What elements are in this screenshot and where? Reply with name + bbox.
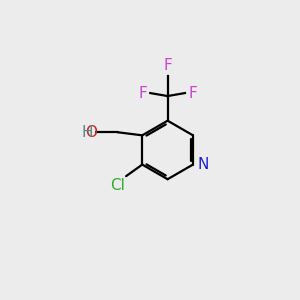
Text: Cl: Cl — [110, 178, 124, 194]
Text: H: H — [81, 125, 93, 140]
Text: F: F — [138, 85, 147, 100]
Text: O: O — [85, 125, 97, 140]
Text: N: N — [198, 157, 209, 172]
Text: F: F — [188, 85, 197, 100]
Text: F: F — [163, 58, 172, 73]
